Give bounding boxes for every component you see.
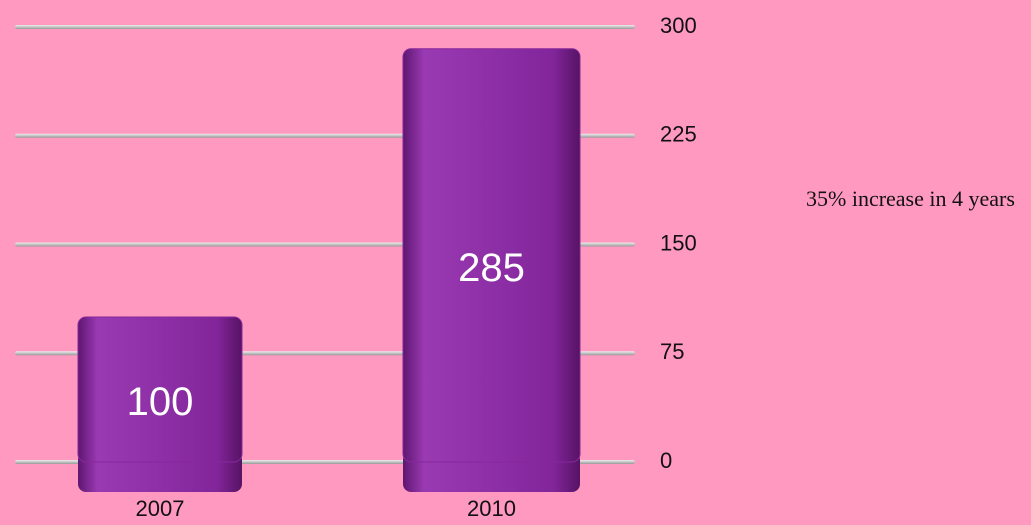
y-tick-label: 300 <box>660 13 697 38</box>
grid-line <box>15 25 635 29</box>
x-tick-label: 2007 <box>136 496 185 521</box>
y-tick-label: 75 <box>660 339 684 364</box>
bar <box>402 48 581 463</box>
bar <box>77 316 243 463</box>
x-tick-label: 2010 <box>467 496 516 521</box>
y-tick-label: 225 <box>660 122 697 147</box>
value-label: 285 <box>458 246 525 290</box>
y-tick-label: 0 <box>660 448 672 473</box>
annotation: 35% increase in 4 years <box>806 186 1015 211</box>
y-tick-label: 150 <box>660 230 697 255</box>
value-label: 100 <box>127 380 194 424</box>
